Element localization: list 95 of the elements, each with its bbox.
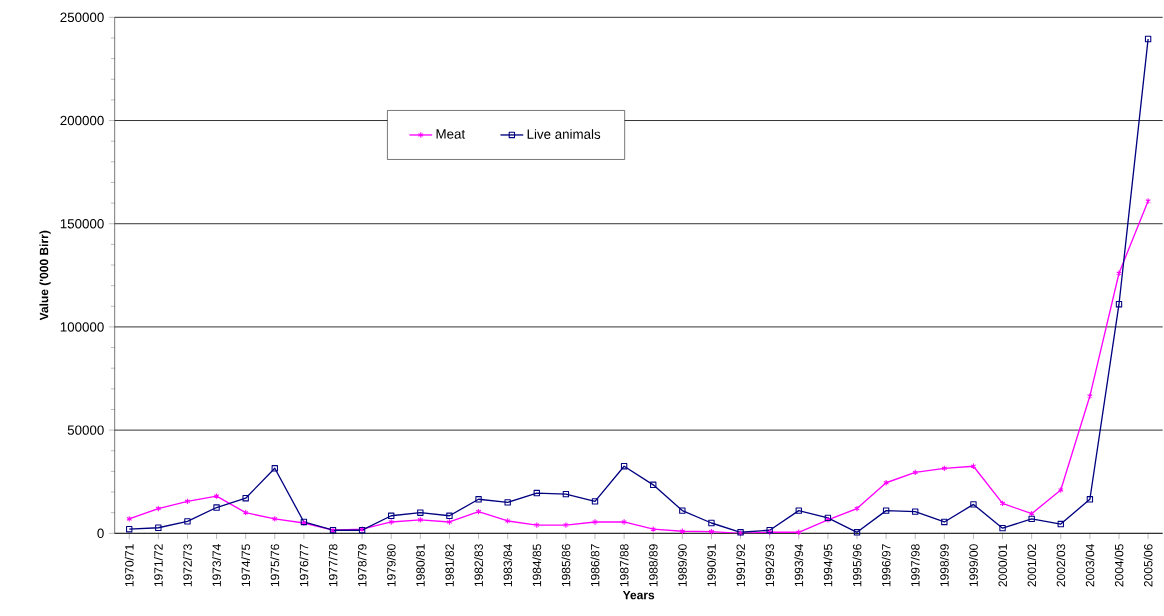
x-tick-label: 1990/91 xyxy=(707,544,716,587)
point xyxy=(1028,515,1035,523)
x-tick-label: 1971/72 xyxy=(153,544,163,587)
point xyxy=(242,495,249,502)
y-tick-label: 250000 xyxy=(60,12,104,23)
x-tick-label: 1997/98 xyxy=(910,544,920,587)
x-tick-label: 1995/96 xyxy=(852,544,862,587)
x-tick-label: 1994/95 xyxy=(823,544,833,587)
x-tick-label: 1978/79 xyxy=(357,544,367,587)
x-tick-label: 2003/04 xyxy=(1085,544,1095,587)
point xyxy=(533,489,540,497)
point xyxy=(504,517,511,525)
x-tick-label: 1970/71 xyxy=(124,544,134,587)
x-axis-title: Years xyxy=(622,590,655,600)
point xyxy=(271,515,278,523)
point xyxy=(504,499,511,506)
point xyxy=(883,479,889,486)
x-tick-label: 1996/97 xyxy=(881,544,891,587)
x-tick-label: 1980/81 xyxy=(415,544,425,587)
x-tick-label: 1988/89 xyxy=(648,544,658,587)
point xyxy=(184,498,191,505)
point xyxy=(853,529,861,536)
point xyxy=(999,524,1006,532)
x-tick-label: 1998/99 xyxy=(939,544,949,587)
x-tick-label: 1993/94 xyxy=(794,544,804,587)
point xyxy=(854,505,860,512)
y-tick-label: 50000 xyxy=(67,425,104,435)
x-tick-label: 1992/93 xyxy=(765,544,775,587)
point xyxy=(213,492,220,500)
point xyxy=(1116,270,1122,277)
x-tick-label: 1984/85 xyxy=(532,544,542,587)
legend-label: Meat xyxy=(436,129,466,139)
point xyxy=(795,507,802,514)
x-tick-label: 1983/84 xyxy=(503,544,513,587)
point xyxy=(912,508,919,515)
point xyxy=(650,481,657,489)
point xyxy=(1144,35,1152,43)
x-tick-label: 1974/75 xyxy=(241,544,251,587)
point xyxy=(446,518,453,526)
point xyxy=(475,508,482,515)
x-tick-label: 1985/86 xyxy=(561,544,571,587)
x-tick-label: 1982/83 xyxy=(474,544,483,587)
legend-label: Live animals xyxy=(527,129,601,139)
x-tick-label: 1979/80 xyxy=(386,544,396,587)
point xyxy=(417,516,424,524)
x-tick-label: 1972/73 xyxy=(183,544,192,587)
x-tick-label: 1986/87 xyxy=(590,544,600,587)
point xyxy=(446,512,453,519)
x-tick-label: 2002/03 xyxy=(1056,544,1066,587)
x-tick-label: 2004/05 xyxy=(1114,544,1124,587)
point xyxy=(679,507,686,514)
point xyxy=(213,504,220,511)
point xyxy=(941,465,948,472)
point xyxy=(184,518,191,525)
point xyxy=(591,498,599,505)
x-tick-label: 1977/78 xyxy=(328,544,338,587)
point xyxy=(708,519,715,527)
x-tick-label: 2000/01 xyxy=(998,544,1007,587)
point xyxy=(1028,510,1035,517)
point xyxy=(650,525,657,533)
point xyxy=(708,528,715,535)
point xyxy=(475,496,482,503)
y-tick-label: 150000 xyxy=(60,219,104,229)
point xyxy=(126,525,133,533)
x-tick-label: 1981/82 xyxy=(445,544,454,587)
point xyxy=(941,518,948,526)
y-tick-label: 200000 xyxy=(60,115,104,126)
point xyxy=(563,521,569,529)
point xyxy=(271,465,278,472)
point xyxy=(562,490,570,498)
y-tick-label: 100000 xyxy=(60,322,104,332)
point xyxy=(592,518,598,526)
point xyxy=(1115,301,1123,308)
x-tick-label: 2005/06 xyxy=(1143,544,1153,587)
point xyxy=(620,463,628,470)
point xyxy=(388,512,395,519)
point xyxy=(1086,496,1094,503)
x-tick-label: 1976/77 xyxy=(299,544,309,587)
x-tick-label: 1999/00 xyxy=(969,544,978,587)
x-tick-label: 1989/90 xyxy=(677,544,687,587)
y-tick-label: 0 xyxy=(97,528,104,539)
point xyxy=(1087,392,1093,400)
point xyxy=(621,518,627,526)
point xyxy=(970,501,977,508)
x-tick-label: 1987/88 xyxy=(619,544,629,587)
point xyxy=(882,507,890,514)
x-tick-label: 1973/74 xyxy=(212,544,221,587)
point xyxy=(417,509,424,516)
y-axis-title: Value ('000 Birr) xyxy=(39,230,51,321)
x-tick-label: 1991/92 xyxy=(736,544,745,587)
x-tick-label: 1975/76 xyxy=(270,544,280,587)
point xyxy=(970,463,977,470)
point xyxy=(155,524,162,531)
x-tick-label: 2001/02 xyxy=(1027,544,1037,587)
point xyxy=(1057,520,1064,528)
